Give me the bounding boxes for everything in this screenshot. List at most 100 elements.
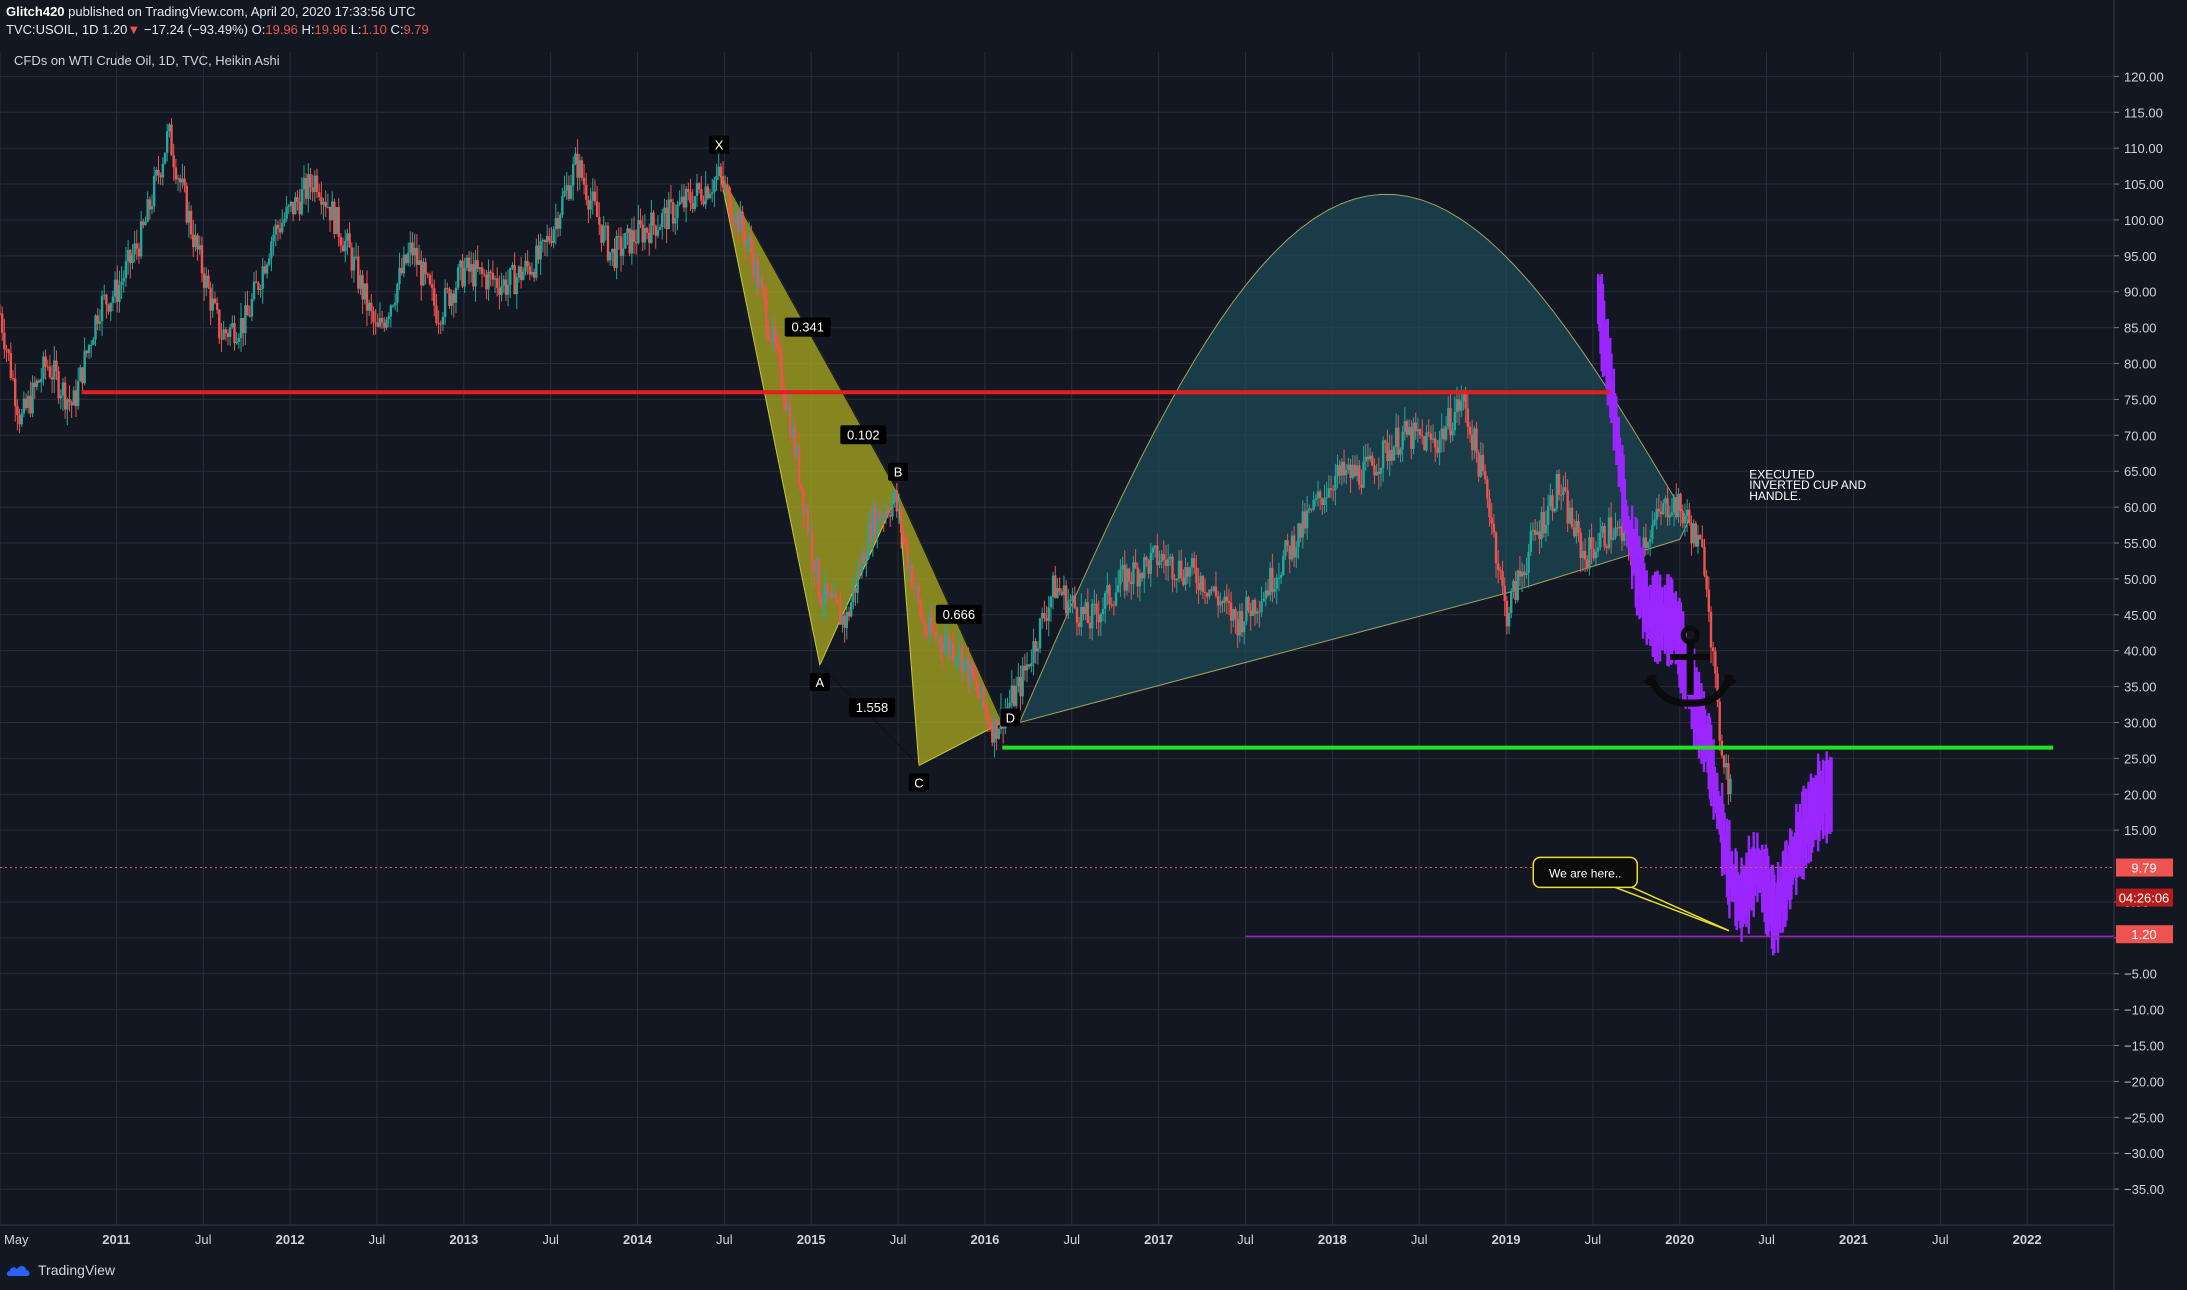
candle-body <box>1564 487 1567 491</box>
candle-body <box>661 213 664 227</box>
candle-body <box>550 240 553 244</box>
candle-body <box>72 390 76 406</box>
candle-body <box>500 285 503 295</box>
candle-body <box>1377 471 1380 474</box>
candle-body <box>1160 553 1163 562</box>
candle-body <box>98 321 102 324</box>
candle-body <box>663 207 666 214</box>
candle-body <box>46 366 49 368</box>
candle-body <box>1208 589 1211 597</box>
candle-body <box>1594 551 1598 559</box>
candle-body <box>213 298 217 303</box>
candle-body <box>92 339 95 345</box>
candle-body <box>1525 572 1528 575</box>
candle-body <box>626 228 629 234</box>
price-tag-bg <box>2116 925 2173 944</box>
candle-body <box>1058 587 1061 592</box>
candle-body <box>1054 575 1057 598</box>
candle-body <box>1375 471 1378 476</box>
candle-body <box>965 657 968 660</box>
candle-body <box>1269 567 1272 596</box>
candle-body <box>682 196 686 208</box>
candle-body <box>1659 511 1663 515</box>
brand-label[interactable]: TradingView <box>38 1262 116 1278</box>
candle-body <box>1282 556 1285 575</box>
candle-body <box>1531 529 1535 532</box>
candle-body <box>1718 701 1721 741</box>
candle-body <box>1312 499 1315 510</box>
candle-body <box>1169 556 1172 559</box>
candle-body <box>1646 541 1650 548</box>
candle-body <box>81 367 84 384</box>
candle-body <box>678 201 681 205</box>
candle-body <box>509 268 512 285</box>
candle-body <box>439 323 442 325</box>
candle-body <box>393 302 397 306</box>
candle-body <box>813 560 816 575</box>
price-axis-label: 50.00 <box>2124 572 2157 587</box>
point-label-b: B <box>894 465 903 480</box>
candle-body <box>886 510 890 516</box>
candle-body <box>593 191 597 202</box>
candle-body <box>960 645 964 673</box>
candle-body <box>732 220 736 224</box>
candle-body <box>1577 521 1580 533</box>
candle-body <box>248 315 251 317</box>
candle-body <box>454 287 458 303</box>
candle-body <box>1392 446 1396 461</box>
candle-body <box>708 193 712 199</box>
point-label-x: X <box>715 138 724 153</box>
candle-body <box>1438 439 1441 453</box>
candle-body <box>567 185 571 199</box>
candle-body <box>224 329 228 334</box>
candle-body <box>1447 407 1450 427</box>
candle-body <box>37 380 41 383</box>
price-axis-label: 120.00 <box>2124 69 2164 84</box>
candle-body <box>183 178 186 186</box>
candle-body <box>1379 467 1383 474</box>
candle-body <box>806 509 809 532</box>
price-axis-label: 55.00 <box>2124 536 2157 551</box>
candle-body <box>44 356 47 367</box>
candle-body <box>578 160 581 178</box>
candle-body <box>608 252 612 261</box>
candle-body <box>1203 591 1207 593</box>
candle-body <box>721 176 725 187</box>
candle-body <box>391 305 395 307</box>
candle-body <box>552 229 555 244</box>
open-label: O: <box>251 22 266 37</box>
tradingview-logo-icon[interactable] <box>6 1262 32 1278</box>
candle-body <box>433 288 436 306</box>
candle-body <box>1516 570 1519 601</box>
candle-body <box>55 360 58 372</box>
price-axis-label: 40.00 <box>2124 644 2157 659</box>
candle-body <box>821 603 825 606</box>
candle-body <box>784 399 788 410</box>
candle-body <box>1388 449 1391 462</box>
candle-body <box>1342 461 1346 476</box>
candle-body <box>1251 600 1255 617</box>
price-axis-label: 30.00 <box>2124 715 2157 730</box>
candle-body <box>1041 612 1044 619</box>
candle-body <box>133 243 136 255</box>
candle-body <box>1069 599 1072 602</box>
candle-body <box>31 382 34 414</box>
candle-body <box>1618 526 1622 529</box>
candle-body <box>1620 526 1624 541</box>
candle-body <box>1321 498 1324 505</box>
candle-body <box>1586 559 1589 569</box>
candle-body <box>1722 755 1726 768</box>
candle-body <box>483 273 486 275</box>
candle-body <box>1371 455 1374 466</box>
time-axis-label: Jul <box>1585 1232 1602 1247</box>
candle-body <box>1549 495 1552 507</box>
candle-body <box>7 349 10 354</box>
author-name[interactable]: Glitch420 <box>6 4 65 19</box>
candle-body <box>0 313 4 333</box>
candle-body <box>836 600 840 605</box>
candle-body <box>565 185 568 191</box>
symbol-label[interactable]: TVC:USOIL, 1D <box>6 22 99 37</box>
candle-body <box>1566 490 1569 524</box>
candle-body <box>928 616 931 635</box>
